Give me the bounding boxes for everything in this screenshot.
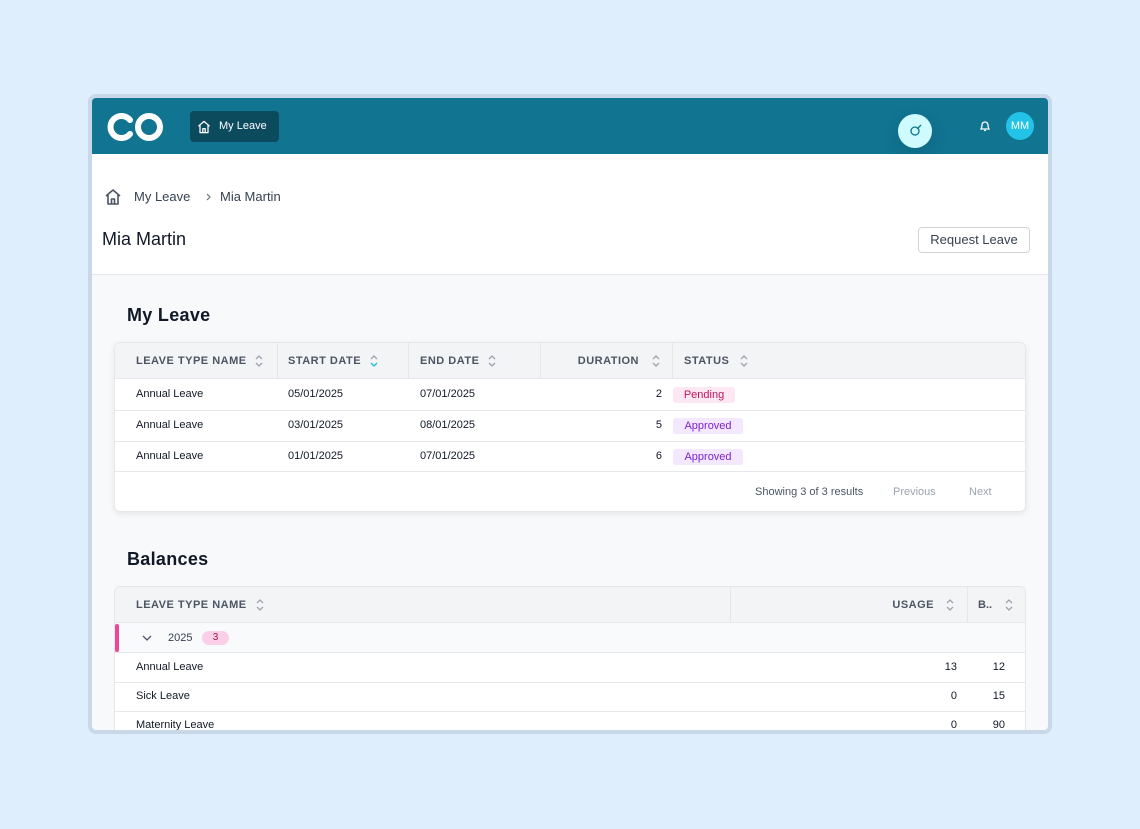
- status-badge: Pending: [673, 387, 735, 403]
- cell-duration: 5: [655, 419, 662, 431]
- column-header[interactable]: START DATE: [288, 355, 362, 367]
- request-leave-button[interactable]: Request Leave: [918, 227, 1030, 253]
- cell-start-date: 03/01/2025: [288, 419, 344, 431]
- cell-duration: 2: [655, 388, 662, 400]
- group-label: 2025: [168, 632, 193, 644]
- breadcrumb-home[interactable]: [103, 187, 123, 207]
- row-divider: [115, 682, 1025, 683]
- breadcrumb-item[interactable]: My Leave: [134, 189, 191, 204]
- table-header: [115, 587, 1025, 623]
- previous-button[interactable]: Previous: [893, 486, 936, 498]
- cell-usage: 13: [944, 661, 957, 673]
- section-heading: Balances: [127, 549, 209, 569]
- column-header[interactable]: LEAVE TYPE NAME: [136, 599, 247, 611]
- column-divider: [730, 587, 731, 623]
- nav-label: My Leave: [219, 120, 267, 132]
- group-count: 3: [202, 631, 229, 645]
- column-header[interactable]: B..: [978, 599, 993, 611]
- row-divider: [115, 711, 1025, 712]
- breadcrumb-separator: [204, 187, 214, 207]
- sort-icon[interactable]: [254, 354, 264, 368]
- status-badge: Approved: [673, 418, 743, 434]
- cell-balance: 12: [992, 661, 1005, 673]
- edit-button[interactable]: [898, 114, 932, 148]
- table-header: [115, 343, 1025, 379]
- cell-balance: 90: [992, 719, 1005, 731]
- cell-start-date: 01/01/2025: [288, 450, 344, 462]
- sort-icon[interactable]: [945, 598, 955, 612]
- column-header[interactable]: USAGE: [892, 599, 934, 611]
- cell-leave-type: Maternity Leave: [136, 719, 215, 731]
- cell-end-date: 08/01/2025: [420, 419, 476, 431]
- sort-icon[interactable]: [739, 354, 749, 368]
- column-divider: [672, 343, 673, 379]
- column-divider: [540, 343, 541, 379]
- leave-table: LEAVE TYPE NAME START DATE END DATE DURATIO…: [114, 342, 1026, 512]
- sort-icon[interactable]: [651, 354, 661, 368]
- results-summary: Showing 3 of 3 results: [755, 486, 864, 498]
- cell-leave-type: Annual Leave: [136, 388, 204, 400]
- row-divider: [115, 410, 1025, 411]
- sort-icon[interactable]: [255, 598, 265, 612]
- balances-table: LEAVE TYPE NAME USAGE B.. 2025 3 Annual Leave…: [114, 586, 1026, 731]
- avatar[interactable]: MM: [1006, 112, 1034, 140]
- column-divider: [277, 343, 278, 379]
- column-header[interactable]: END DATE: [420, 355, 480, 367]
- logo: [104, 110, 168, 144]
- nav-item[interactable]: My Leave: [190, 111, 279, 142]
- sort-icon[interactable]: [487, 354, 497, 368]
- cell-leave-type: Annual Leave: [136, 419, 204, 431]
- sort-icon[interactable]: [369, 354, 379, 368]
- cell-start-date: 05/01/2025: [288, 388, 344, 400]
- column-header[interactable]: LEAVE TYPE NAME: [136, 355, 247, 367]
- group-toggle[interactable]: [141, 631, 153, 645]
- column-header[interactable]: STATUS: [684, 355, 730, 367]
- column-divider: [408, 343, 409, 379]
- cell-balance: 15: [992, 690, 1005, 702]
- cell-leave-type: Annual Leave: [136, 661, 204, 673]
- sort-icon[interactable]: [1004, 598, 1014, 612]
- status-badge: Approved: [673, 449, 743, 465]
- cell-end-date: 07/01/2025: [420, 388, 476, 400]
- app-window: My Leave MM My Leave Mia Martin Mia Martin Re…: [88, 94, 1052, 734]
- nav-home-icon: [196, 119, 212, 135]
- cell-end-date: 07/01/2025: [420, 450, 476, 462]
- section-heading: My Leave: [127, 305, 211, 325]
- cell-leave-type: Annual Leave: [136, 450, 204, 462]
- cell-leave-type: Sick Leave: [136, 690, 190, 702]
- cell-usage: 0: [950, 719, 957, 731]
- next-button[interactable]: Next: [969, 486, 992, 498]
- cell-usage: 0: [950, 690, 957, 702]
- column-divider: [967, 587, 968, 623]
- row-divider: [115, 441, 1025, 442]
- page-title: Mia Martin: [102, 229, 187, 249]
- group-indicator: [115, 624, 119, 652]
- footer-divider: [115, 471, 1025, 472]
- column-header[interactable]: DURATION: [577, 355, 639, 367]
- cell-duration: 6: [655, 450, 662, 462]
- breadcrumb-item: Mia Martin: [220, 189, 281, 204]
- page-header: [92, 154, 1048, 275]
- group-row: [115, 623, 1025, 653]
- notifications[interactable]: [978, 119, 992, 133]
